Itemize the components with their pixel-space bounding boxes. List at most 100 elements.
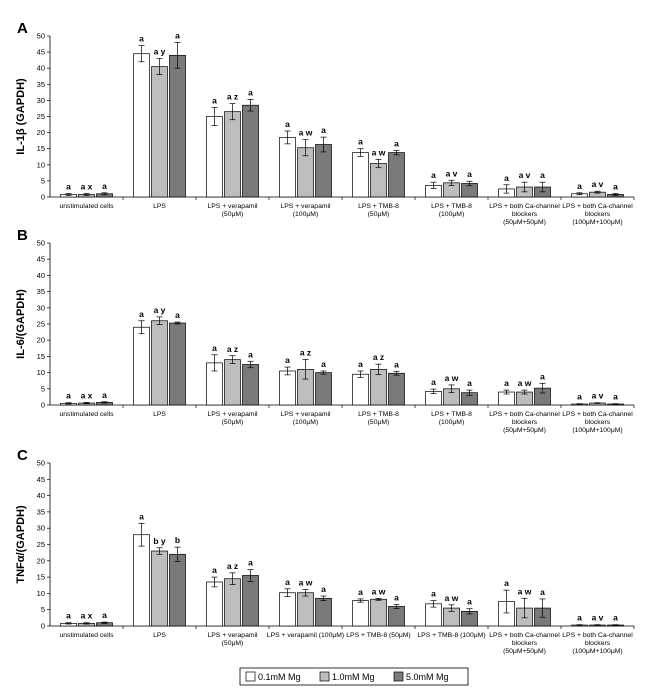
significance-label: a x (81, 611, 93, 621)
significance-label: a y (154, 47, 166, 57)
x-tick-label: (100μM) (439, 419, 464, 426)
x-tick-label: LPS (153, 203, 166, 210)
panel-b: B IL-6/(GAPDH) 0 5 10 15 20 25 30 35 40 45 50 a a x a un… (15, 227, 635, 434)
significance-label: a (66, 391, 71, 401)
bar (315, 372, 332, 406)
significance-label: a (358, 359, 363, 369)
y-tick-label: 45 (37, 475, 45, 484)
significance-label: a z (227, 561, 238, 571)
x-tick-label: unstimulated cells (59, 411, 114, 418)
x-tick-label: unstimulated cells (59, 632, 114, 639)
legend-label-0: 0.1mM Mg (258, 672, 301, 682)
significance-label: b (175, 535, 180, 545)
significance-label: a (175, 30, 180, 40)
significance-label: a (139, 511, 144, 521)
legend-label-2: 5.0mM Mg (406, 672, 449, 682)
significance-label: a w (372, 586, 386, 596)
bar (151, 66, 168, 198)
x-tick-label: blockers (512, 640, 538, 647)
legend: 0.1mM Mg 1.0mM Mg 5.0mM Mg (239, 667, 469, 686)
x-tick-label: LPS + both Ca-channel (489, 411, 560, 418)
y-tick-label: 50 (37, 459, 45, 468)
bar (352, 600, 369, 627)
y-tick-label: 15 (37, 573, 45, 582)
y-tick-label: 15 (37, 352, 45, 361)
x-tick-label: blockers (585, 640, 611, 647)
significance-label: a (613, 392, 618, 402)
significance-label: a x (81, 181, 93, 191)
y-tick-label: 50 (37, 239, 45, 248)
y-tick-label: 25 (37, 540, 45, 549)
x-tick-label: LPS + verapamil (207, 411, 258, 418)
x-tick-label: LPS + TMB-8 (431, 411, 472, 418)
x-tick-label: LPS + TMB-8 (431, 203, 472, 210)
significance-label: a (139, 309, 144, 319)
y-tick-label: 10 (37, 368, 45, 377)
significance-label: a w (445, 593, 459, 603)
significance-label: a (248, 349, 253, 359)
x-tick-label: (50μM+50μM) (503, 427, 546, 434)
bar (133, 53, 150, 198)
y-tick-label: 45 (37, 255, 45, 264)
significance-label: a (212, 565, 217, 575)
legend-swatch-2 (393, 671, 404, 682)
x-tick-label: (50μM) (222, 211, 244, 218)
significance-label: a (212, 95, 217, 105)
x-tick-label: LPS + both Ca-channel (562, 411, 633, 418)
y-tick-label: 40 (37, 271, 45, 280)
significance-label: a (285, 355, 290, 365)
significance-label: a (66, 611, 71, 621)
significance-label: a (321, 584, 326, 594)
significance-label: a (66, 181, 71, 191)
y-tick-label: 20 (37, 128, 45, 137)
bar (279, 370, 296, 406)
y-tick-label: 15 (37, 144, 45, 153)
bar (224, 359, 241, 406)
significance-label: a (102, 390, 107, 400)
y-tick-label: 10 (37, 160, 45, 169)
y-axis-label: IL-1β (GAPDH) (15, 78, 27, 155)
y-tick-label: 5 (41, 176, 45, 185)
x-tick-label: LPS + verapamil (280, 411, 331, 418)
significance-label: a (321, 359, 326, 369)
bar (206, 116, 223, 198)
significance-label: a z (373, 352, 384, 362)
significance-label: a (431, 170, 436, 180)
significance-label: a (613, 613, 618, 623)
significance-label: a w (445, 373, 459, 383)
significance-label: a z (227, 344, 238, 354)
legend-swatch-0 (245, 671, 256, 682)
significance-label: a (212, 343, 217, 353)
significance-label: a (467, 169, 472, 179)
x-tick-label: (100μM) (439, 211, 464, 218)
x-tick-label: LPS + both Ca-channel (489, 632, 560, 639)
significance-label: a (248, 87, 253, 97)
x-tick-label: LPS + TMB-8 (358, 411, 399, 418)
panel-c: C TNFα/(GAPDH) 0 5 10 15 20 25 30 35 40 45 50 a a x a un… (15, 447, 635, 655)
significance-label: a w (299, 128, 313, 138)
x-tick-label: (50μM+50μM) (503, 648, 546, 655)
x-tick-label: LPS + TMB-8 (100μM) (417, 632, 485, 639)
bar (279, 592, 296, 627)
panel-a: A IL-1β (GAPDH) 0 5 10 15 20 25 30 35 40 45 50 a a x a u… (15, 20, 635, 226)
panel-label: A (17, 20, 28, 37)
bar (242, 575, 259, 627)
bar (242, 104, 259, 198)
y-tick-label: 0 (41, 622, 45, 631)
x-tick-label: blockers (585, 419, 611, 426)
significance-label: a (613, 181, 618, 191)
y-tick-label: 50 (37, 32, 45, 41)
y-tick-label: 40 (37, 491, 45, 500)
significance-label: a (540, 371, 545, 381)
bar (388, 372, 405, 406)
x-tick-label: (100μM+100μM) (572, 219, 622, 226)
significance-label: a (394, 359, 399, 369)
significance-label: a (321, 125, 326, 135)
significance-label: a (102, 610, 107, 620)
significance-label: a (285, 577, 290, 587)
significance-label: a w (518, 378, 532, 388)
x-tick-label: LPS + verapamil (100μM) (267, 632, 344, 639)
bar (315, 144, 332, 198)
y-tick-label: 45 (37, 48, 45, 57)
